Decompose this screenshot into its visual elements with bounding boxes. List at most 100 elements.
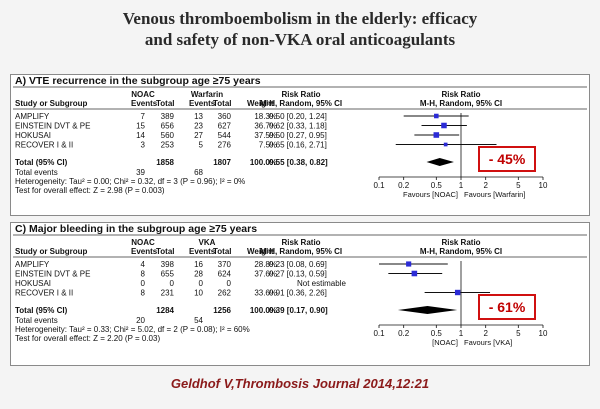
study-events1: 14 xyxy=(136,131,145,140)
study-total2: 276 xyxy=(218,141,232,150)
x-axis-tick-label: 1 xyxy=(459,329,464,338)
study-ci-text: 0.50 [0.27, 0.95] xyxy=(269,131,327,140)
study-weight: 18.3% xyxy=(254,112,277,121)
study-point-marker xyxy=(406,261,412,267)
total-events2: 54 xyxy=(194,316,203,325)
group1-header: NOAC xyxy=(131,238,155,247)
heterogeneity-text: Heterogeneity: Tau² = 0.33; Chi² = 5.02,… xyxy=(15,325,250,334)
study-events2: 0 xyxy=(199,279,204,288)
x-axis-tick-label: 2 xyxy=(483,329,488,338)
study-events1: 0 xyxy=(141,279,146,288)
total-events-label: Total events xyxy=(15,168,58,177)
rr-header: Risk Ratio xyxy=(281,238,320,247)
forest-panel-vte: A) VTE recurrence in the subgroup age ≥7… xyxy=(10,74,590,216)
study-total1: 231 xyxy=(161,289,175,298)
col-study-header: Study or Subgroup xyxy=(15,247,88,256)
overall-effect-text: Test for overall effect: Z = 2.98 (P = 0… xyxy=(15,186,165,195)
total-n1: 1284 xyxy=(156,306,174,315)
x-axis-tick-label: 0.5 xyxy=(431,181,443,190)
study-events2: 5 xyxy=(199,141,204,150)
col-events1-header: Events xyxy=(131,99,158,108)
favours-right-label: Favours [VKA] xyxy=(464,338,512,347)
group2-header: VKA xyxy=(199,238,216,247)
highlight-box xyxy=(478,146,536,172)
favours-right-label: Favours [Warfarin] xyxy=(464,190,525,199)
total-events-label: Total events xyxy=(15,316,58,325)
study-total2: 262 xyxy=(218,289,232,298)
x-axis-tick-label: 0.2 xyxy=(398,181,410,190)
study-point-marker xyxy=(433,132,440,138)
col-total1-header: Total xyxy=(156,99,175,108)
col-weight-header: Weight xyxy=(247,99,274,108)
study-ci-text: 0.62 [0.33, 1.18] xyxy=(269,122,327,131)
total-n2: 1256 xyxy=(213,306,231,315)
study-events2: 27 xyxy=(194,131,203,140)
slide-title-line2: and safety of non-VKA oral anticoagulant… xyxy=(144,30,456,49)
highlight-box xyxy=(478,294,536,320)
study-ci-text: 0.23 [0.08, 0.69] xyxy=(269,260,327,269)
study-events2: 13 xyxy=(194,112,203,121)
heterogeneity-text: Heterogeneity: Tau² = 0.00; Chi² = 0.32,… xyxy=(15,177,245,186)
study-total2: 624 xyxy=(218,270,232,279)
x-axis-tick-label: 0.1 xyxy=(373,181,385,190)
study-weight: 28.8% xyxy=(254,260,277,269)
study-events2: 28 xyxy=(194,270,203,279)
overall-effect-text: Test for overall effect: Z = 2.20 (P = 0… xyxy=(15,334,160,343)
study-point-marker xyxy=(411,270,418,277)
total-weight: 100.0% xyxy=(250,306,277,315)
citation: Geldhof V,Thrombosis Journal 2014,12:21 xyxy=(170,376,430,391)
study-events1: 8 xyxy=(141,270,146,279)
study-name: RECOVER I & II xyxy=(15,289,73,298)
study-name: HOKUSAI xyxy=(15,131,51,140)
study-ci-text: 0.65 [0.16, 2.71] xyxy=(269,141,327,150)
slide-title-line1: Venous thromboembolism in the elderly: e… xyxy=(122,9,478,28)
col-total2-header: Total xyxy=(213,247,232,256)
study-weight: 7.5% xyxy=(259,141,277,150)
study-weight: 37.5% xyxy=(254,131,277,140)
study-name: EINSTEIN DVT & PE xyxy=(15,122,90,131)
x-axis-tick-label: 1 xyxy=(459,181,464,190)
col-plot-header: M-H, Random, 95% CI xyxy=(420,247,502,256)
total-diamond xyxy=(426,158,454,166)
study-name: EINSTEIN DVT & PE xyxy=(15,270,90,279)
x-axis-tick-label: 10 xyxy=(539,181,548,190)
col-events2-header: Events xyxy=(189,99,216,108)
study-events1: 7 xyxy=(141,112,146,121)
study-total2: 370 xyxy=(218,260,232,269)
total-ci-text: 0.39 [0.17, 0.90] xyxy=(269,306,328,315)
x-axis-tick-label: 0.1 xyxy=(373,329,385,338)
study-point-marker xyxy=(454,289,461,296)
total-weight: 100.0% xyxy=(250,158,277,167)
col-total2-header: Total xyxy=(213,99,232,108)
plot-header: Risk Ratio xyxy=(441,238,480,247)
col-rr-header: M-H, Random, 95% CI xyxy=(260,99,342,108)
total-n1: 1858 xyxy=(156,158,174,167)
study-events1: 3 xyxy=(141,141,146,150)
study-point-marker xyxy=(434,113,439,119)
study-name: RECOVER I & II xyxy=(15,141,73,150)
study-weight: 33.6% xyxy=(254,289,277,298)
x-axis-tick-label: 5 xyxy=(516,181,521,190)
highlight-label: - 45% xyxy=(489,151,526,167)
x-axis-tick-label: 0.5 xyxy=(431,329,443,338)
study-total1: 389 xyxy=(161,112,175,121)
study-events1: 15 xyxy=(136,122,145,131)
study-ci-text: 0.27 [0.13, 0.59] xyxy=(269,270,327,279)
study-name: AMPLIFY xyxy=(15,112,50,121)
total-events1: 39 xyxy=(136,168,145,177)
total-n2: 1807 xyxy=(213,158,231,167)
study-ci-text: 0.91 [0.36, 2.26] xyxy=(269,289,327,298)
total-label: Total (95% CI) xyxy=(15,306,68,315)
study-total1: 253 xyxy=(161,141,175,150)
study-total1: 655 xyxy=(161,270,175,279)
study-total2: 360 xyxy=(218,112,232,121)
total-label: Total (95% CI) xyxy=(15,158,68,167)
study-ci-text: Not estimable xyxy=(297,279,346,288)
x-axis-tick-label: 0.2 xyxy=(398,329,410,338)
study-point-marker xyxy=(443,142,448,147)
study-total1: 560 xyxy=(161,131,175,140)
study-total1: 656 xyxy=(161,122,175,131)
study-total2: 0 xyxy=(227,279,232,288)
rr-header: Risk Ratio xyxy=(281,90,320,99)
col-weight-header: Weight xyxy=(247,247,274,256)
